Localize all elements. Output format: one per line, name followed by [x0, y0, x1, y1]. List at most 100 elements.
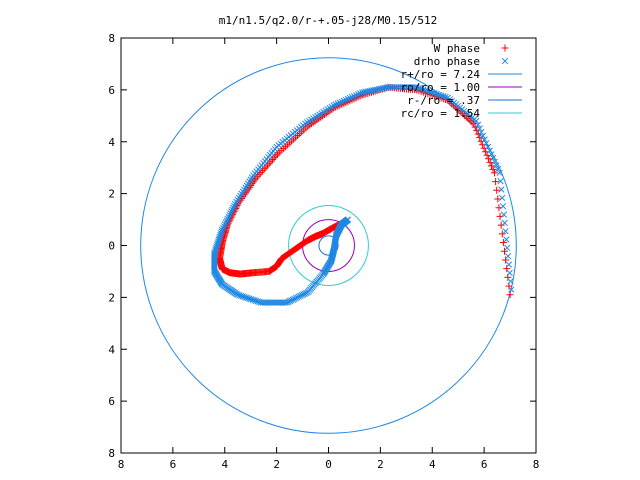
data-point — [435, 91, 443, 98]
data-point — [251, 297, 258, 304]
data-point — [231, 200, 239, 208]
data-point — [225, 213, 232, 221]
data-point — [442, 93, 449, 101]
data-point — [498, 230, 506, 238]
data-point — [373, 86, 381, 93]
data-point — [342, 96, 350, 104]
phase-points — [211, 83, 515, 306]
x-tick-label: 8 — [533, 458, 540, 471]
data-point — [229, 206, 236, 213]
data-point — [230, 204, 237, 211]
series-cross — [211, 84, 515, 306]
data-point — [492, 178, 500, 186]
data-point — [476, 125, 483, 132]
data-point — [483, 140, 490, 147]
data-point — [289, 296, 297, 303]
data-point — [370, 87, 377, 94]
data-point — [372, 86, 379, 94]
data-point — [422, 87, 429, 94]
reference-circle — [140, 57, 517, 434]
data-point — [359, 89, 366, 96]
data-point — [505, 261, 513, 268]
chart-title: m1/n1.5/q2.0/r-+.05-j28/M0.15/512 — [219, 14, 438, 27]
data-point — [360, 88, 368, 96]
x-tick-label: 4 — [221, 458, 228, 471]
data-point — [223, 217, 230, 224]
data-point — [362, 88, 370, 95]
data-point — [496, 169, 503, 177]
data-point — [500, 211, 508, 218]
data-point — [344, 216, 352, 223]
data-point — [236, 292, 243, 299]
legend-marker — [501, 57, 509, 65]
data-point — [344, 95, 352, 103]
data-point — [285, 298, 292, 305]
data-point — [286, 297, 294, 305]
data-point — [219, 224, 227, 232]
data-point — [357, 90, 364, 97]
data-point — [283, 299, 291, 306]
data-point — [366, 87, 373, 95]
data-point — [301, 290, 308, 297]
x-tick-label: 6 — [170, 458, 177, 471]
data-point — [486, 147, 493, 154]
data-point — [254, 298, 261, 305]
data-point — [221, 221, 229, 228]
data-point — [488, 162, 496, 170]
data-point — [252, 297, 260, 305]
data-point — [246, 295, 253, 302]
data-point — [244, 294, 251, 302]
data-point — [381, 84, 388, 92]
data-point — [493, 162, 500, 169]
data-point — [508, 286, 515, 293]
data-point — [488, 151, 495, 158]
data-point — [476, 134, 484, 142]
legend-label: drho phase — [414, 55, 480, 68]
data-point — [507, 278, 514, 285]
y-tick-label: 8 — [108, 32, 115, 45]
data-point — [377, 85, 384, 92]
data-point — [219, 226, 226, 234]
y-tick-label: 4 — [108, 136, 115, 149]
reference-circle — [318, 235, 339, 256]
data-point — [239, 293, 246, 300]
data-point — [227, 210, 234, 217]
data-point — [350, 93, 358, 100]
reference-circle — [288, 205, 369, 286]
data-point — [479, 132, 487, 139]
data-point — [220, 223, 228, 230]
data-point — [291, 295, 298, 303]
data-point — [241, 293, 248, 301]
data-point — [385, 84, 392, 91]
data-point — [494, 166, 502, 173]
data-point — [494, 195, 502, 203]
data-point — [294, 294, 301, 301]
data-point — [212, 246, 219, 254]
data-point — [491, 158, 498, 165]
data-point — [437, 92, 445, 99]
data-point — [473, 127, 481, 135]
data-point — [426, 88, 434, 95]
data-point — [215, 236, 222, 244]
data-point — [292, 294, 300, 302]
data-point — [499, 194, 506, 202]
legend-marker — [501, 44, 509, 52]
data-point — [420, 86, 427, 93]
data-point — [218, 228, 225, 235]
data-point — [364, 88, 371, 95]
data-point — [499, 203, 507, 210]
data-point — [501, 247, 509, 255]
data-point — [295, 293, 303, 300]
data-point — [334, 100, 341, 107]
y-tick-label: 2 — [108, 291, 115, 304]
x-tick-label: 6 — [481, 458, 488, 471]
y-tick-label: 0 — [108, 240, 115, 253]
data-point — [300, 291, 307, 298]
data-point — [298, 291, 305, 299]
data-point — [213, 243, 220, 250]
data-point — [440, 93, 447, 100]
data-point — [217, 230, 225, 237]
data-point — [501, 219, 508, 227]
y-tick-label: 2 — [108, 188, 115, 201]
